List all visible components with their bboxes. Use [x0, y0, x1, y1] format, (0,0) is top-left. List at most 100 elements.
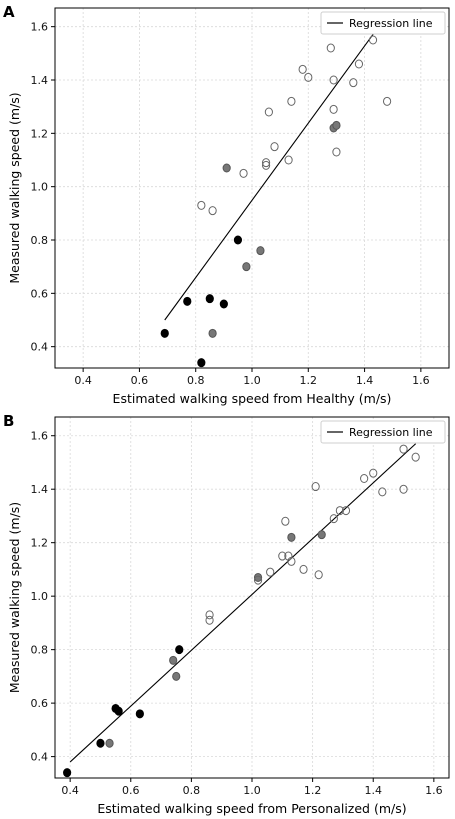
data-point-black: [183, 296, 192, 306]
regression-line: [164, 26, 380, 321]
data-point-open: [266, 567, 275, 577]
x-tick-label: 0.4: [74, 374, 92, 387]
legend-label: Regression line: [349, 17, 433, 30]
y-tick-label: 1.2: [31, 127, 49, 140]
data-point-open: [411, 452, 420, 462]
panel-letter-a: A: [3, 3, 15, 21]
data-point-black: [233, 235, 243, 245]
data-point-gray: [253, 572, 263, 582]
y-tick-label: 1.4: [31, 483, 49, 496]
data-point-open: [278, 551, 287, 561]
data-point-open: [332, 147, 341, 157]
x-axis-label: Estimated walking speed from Personalize…: [97, 801, 406, 816]
data-point-open: [329, 514, 338, 524]
y-tick-label: 1.0: [31, 590, 49, 603]
panel-letter-b: B: [3, 412, 15, 430]
x-tick-label: 1.0: [243, 784, 261, 797]
x-tick-label: 0.8: [183, 784, 201, 797]
data-point-open: [197, 200, 206, 210]
y-axis-label: Measured walking speed (m/s): [7, 502, 22, 693]
data-point-gray: [169, 655, 178, 665]
data-point-open: [239, 168, 248, 178]
y-tick-label: 0.6: [31, 287, 49, 300]
data-point-open: [378, 487, 387, 497]
legend: Regression line: [320, 11, 446, 35]
data-point-open: [329, 104, 338, 114]
x-tick-label: 0.8: [187, 374, 205, 387]
data-point-gray: [222, 163, 231, 173]
data-point-open: [314, 570, 323, 580]
x-tick-label: 0.4: [61, 784, 79, 797]
data-point-black: [96, 738, 105, 748]
legend-box: [320, 11, 446, 35]
data-point-gray: [208, 328, 217, 338]
y-tick-label: 1.2: [31, 537, 49, 550]
data-point-open: [261, 158, 271, 168]
data-point-open: [205, 610, 214, 620]
x-tick-label: 1.4: [356, 374, 374, 387]
data-point-black: [63, 768, 72, 778]
data-point-gray: [287, 532, 296, 542]
y-tick-label: 1.4: [31, 74, 49, 87]
data-point-gray: [242, 262, 251, 272]
data-point-open: [304, 72, 313, 82]
data-point-gray: [105, 738, 114, 748]
x-tick-label: 1.4: [364, 784, 382, 797]
data-point-open: [264, 107, 273, 117]
x-tick-label: 1.0: [243, 374, 261, 387]
panel-b: B 0.4 0.6 0.8 1.0 1.2 1.4 1.6 0.4 0.6 0.8 1.0 1.2 1.…: [0, 409, 455, 819]
data-point-open: [326, 43, 335, 53]
y-tick-label: 1.6: [31, 430, 49, 443]
data-point-open: [287, 556, 296, 566]
data-point-open: [349, 78, 358, 88]
data-point-open: [399, 484, 408, 494]
data-point-open: [382, 96, 392, 106]
data-point-open: [205, 615, 214, 625]
data-point-open: [368, 35, 378, 45]
x-tick-label: 0.6: [122, 784, 140, 797]
legend-label: Regression line: [349, 426, 433, 439]
data-point-open: [335, 506, 344, 516]
x-tick-label: 1.6: [412, 374, 430, 387]
data-point-black: [175, 645, 184, 655]
y-tick-label: 1.0: [31, 181, 49, 194]
data-point-open: [281, 516, 290, 526]
x-tick-label: 1.6: [425, 784, 443, 797]
chart-a-svg: 0.4 0.6 0.8 1.0 1.2 1.4 1.6 0.4 0.6 0.8 1.0 1.2 1.4 1…: [7, 7, 450, 406]
data-point-black: [197, 358, 206, 368]
x-tick-label: 1.2: [300, 374, 318, 387]
data-point-black: [205, 294, 214, 304]
data-point-gray: [317, 530, 326, 540]
data-point-black: [160, 328, 169, 338]
data-point-black: [135, 709, 144, 719]
data-point-black: [219, 299, 228, 309]
data-point-open: [208, 206, 217, 216]
data-point-open: [253, 575, 263, 585]
x-tick-label: 0.6: [131, 374, 149, 387]
x-axis-label: Estimated walking speed from Healthy (m/…: [113, 391, 392, 406]
y-tick-label: 0.8: [31, 644, 49, 657]
data-point-open: [399, 444, 408, 454]
legend-box: [320, 420, 446, 444]
data-point-black: [114, 706, 123, 716]
y-tick-label: 1.6: [31, 21, 49, 34]
panel-a: A 0.4 0.6 0.8 1.0 1.2 1.4 1.6 0.4 0.6 0.8 1.0 1.2 1.…: [0, 0, 455, 409]
data-point-open: [329, 75, 338, 85]
y-axis-label: Measured walking speed (m/s): [7, 92, 22, 283]
data-point-open: [261, 160, 271, 170]
data-point-open: [298, 64, 307, 74]
regression-line: [69, 443, 417, 763]
y-tick-label: 0.4: [31, 341, 49, 354]
data-point-open: [360, 474, 369, 484]
legend: Regression line: [320, 420, 446, 444]
data-point-open: [284, 155, 293, 165]
data-point-open: [341, 506, 351, 516]
chart-b-svg: 0.4 0.6 0.8 1.0 1.2 1.4 1.6 0.4 0.6 0.8 1.0 1.2 1.4 1…: [7, 416, 450, 816]
data-point-open: [270, 142, 279, 152]
data-point-open: [299, 564, 308, 574]
y-tick-label: 0.8: [31, 234, 49, 247]
y-tick-label: 0.4: [31, 751, 49, 764]
x-tick-label: 1.2: [304, 784, 322, 797]
data-point-gray: [332, 120, 341, 130]
data-point-open: [311, 482, 320, 492]
